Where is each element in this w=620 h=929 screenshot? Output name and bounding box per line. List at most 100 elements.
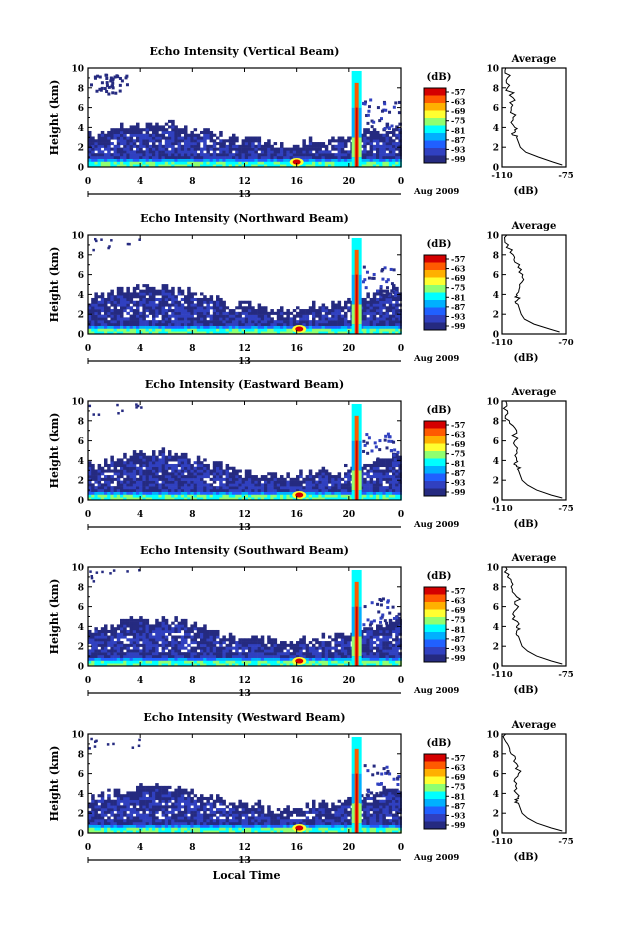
- heatmap-cell: [145, 657, 150, 661]
- heatmap-cell: [280, 491, 284, 495]
- heatmap-cell: [171, 292, 175, 296]
- heatmap-cell: [180, 469, 185, 473]
- heatmap-cell: [107, 463, 111, 468]
- heatmap-cell: [190, 660, 194, 664]
- heatmap-cell: [129, 466, 134, 470]
- heatmap-cell: [382, 136, 386, 140]
- heatmap-cell: [299, 153, 303, 157]
- heatmap-cell: [225, 306, 230, 310]
- heatmap-cell: [312, 643, 316, 647]
- heatmap-cell: [158, 306, 162, 310]
- heatmap-cell: [366, 136, 370, 140]
- heatmap-cell: [340, 309, 345, 313]
- heatmap-cell: [276, 311, 281, 315]
- heatmap-cell: [280, 142, 284, 146]
- heatmap-cell: [161, 158, 166, 162]
- heatmap-cell: [216, 303, 220, 307]
- heatmap-cell: [379, 477, 383, 481]
- heatmap-cell: [315, 147, 319, 151]
- heatmap-cell: [91, 635, 95, 639]
- heatmap-cell: [219, 472, 223, 476]
- heatmap-cell: [110, 488, 114, 492]
- heatmap-cell: [369, 483, 374, 487]
- heatmap-cell: [148, 136, 153, 140]
- heatmap-cell: [372, 153, 377, 157]
- heatmap-cell: [171, 475, 175, 479]
- heatmap-cell: [203, 649, 207, 653]
- heatmap-cell: [200, 629, 204, 634]
- heatmap-cell: [104, 657, 108, 661]
- heatmap-cell: [264, 497, 268, 501]
- heatmap-cell: [395, 311, 399, 315]
- heatmap-cell: [107, 292, 111, 296]
- heatmap-cell: [347, 150, 351, 154]
- heatmap-cell: [161, 161, 166, 165]
- heatmap-cell: [196, 463, 201, 468]
- heatmap-cell: [225, 469, 230, 473]
- heatmap-cell: [97, 328, 102, 332]
- heatmap-cell: [244, 155, 249, 159]
- heatmap-cell: [184, 638, 188, 642]
- heatmap-cell: [219, 303, 223, 307]
- heatmap-cell: [369, 98, 373, 102]
- heatmap-cell: [161, 125, 166, 129]
- heatmap-cell: [88, 136, 92, 140]
- heatmap-cell: [382, 150, 386, 154]
- heatmap-cell: [398, 491, 402, 495]
- heatmap-cell: [171, 649, 175, 653]
- heatmap-cell: [88, 663, 92, 667]
- heatmap-cell: [251, 147, 255, 151]
- heatmap-cell: [171, 652, 175, 656]
- heatmap-cell: [174, 153, 178, 157]
- heatmap-cell: [380, 269, 384, 273]
- heatmap-cell: [116, 320, 121, 324]
- heatmap-cell: [164, 455, 169, 459]
- heatmap-cell: [155, 472, 159, 476]
- heatmap-cell: [164, 486, 169, 490]
- heatmap-cell: [248, 311, 252, 315]
- heatmap-cell: [212, 320, 217, 324]
- heatmap-cell: [94, 328, 98, 332]
- heatmap-cell: [318, 657, 322, 661]
- heatmap-cell: [139, 497, 143, 501]
- heatmap-cell: [238, 306, 242, 310]
- heatmap-cell: [212, 331, 217, 335]
- heatmap-cell: [91, 472, 95, 476]
- heatmap-cell: [203, 306, 207, 310]
- heatmap-cell: [385, 480, 390, 484]
- heatmap-cell: [395, 136, 399, 140]
- heatmap-cell: [241, 309, 246, 313]
- heatmap-cell: [228, 325, 233, 329]
- heatmap-cell: [385, 280, 389, 284]
- colorbar-segment: [424, 88, 446, 96]
- heatmap-cell: [120, 79, 124, 83]
- heatmap-cell: [286, 660, 290, 664]
- heatmap-cell: [238, 477, 242, 481]
- heatmap-cell: [232, 328, 236, 332]
- heatmap-cell: [264, 663, 268, 667]
- heatmap-cell: [107, 164, 111, 168]
- heatmap-cell: [100, 660, 105, 664]
- heatmap-cell: [254, 649, 258, 653]
- heatmap-cell: [308, 164, 313, 168]
- colorbar-unit: (dB): [427, 72, 452, 83]
- heatmap-cell: [395, 125, 399, 129]
- heatmap-cell: [392, 311, 396, 315]
- heatmap-cell: [145, 461, 150, 465]
- heatmap-cell: [168, 150, 172, 154]
- heatmap-cell: [91, 328, 95, 332]
- heatmap-cell: [385, 147, 390, 151]
- heatmap-cell: [212, 142, 217, 146]
- heatmap-cell: [216, 463, 220, 468]
- colorbar-segment: [424, 262, 446, 271]
- heatmap-cell: [104, 497, 108, 501]
- heatmap-cell: [126, 461, 130, 465]
- heatmap-cell: [340, 314, 345, 318]
- heatmap-cell: [212, 475, 217, 479]
- heatmap-cell: [219, 133, 223, 137]
- heatmap-cell: [302, 331, 306, 335]
- heatmap-cell: [273, 488, 278, 492]
- heatmap-cell: [302, 144, 306, 148]
- heatmap-cell: [372, 328, 377, 332]
- heatmap-cell: [136, 472, 140, 476]
